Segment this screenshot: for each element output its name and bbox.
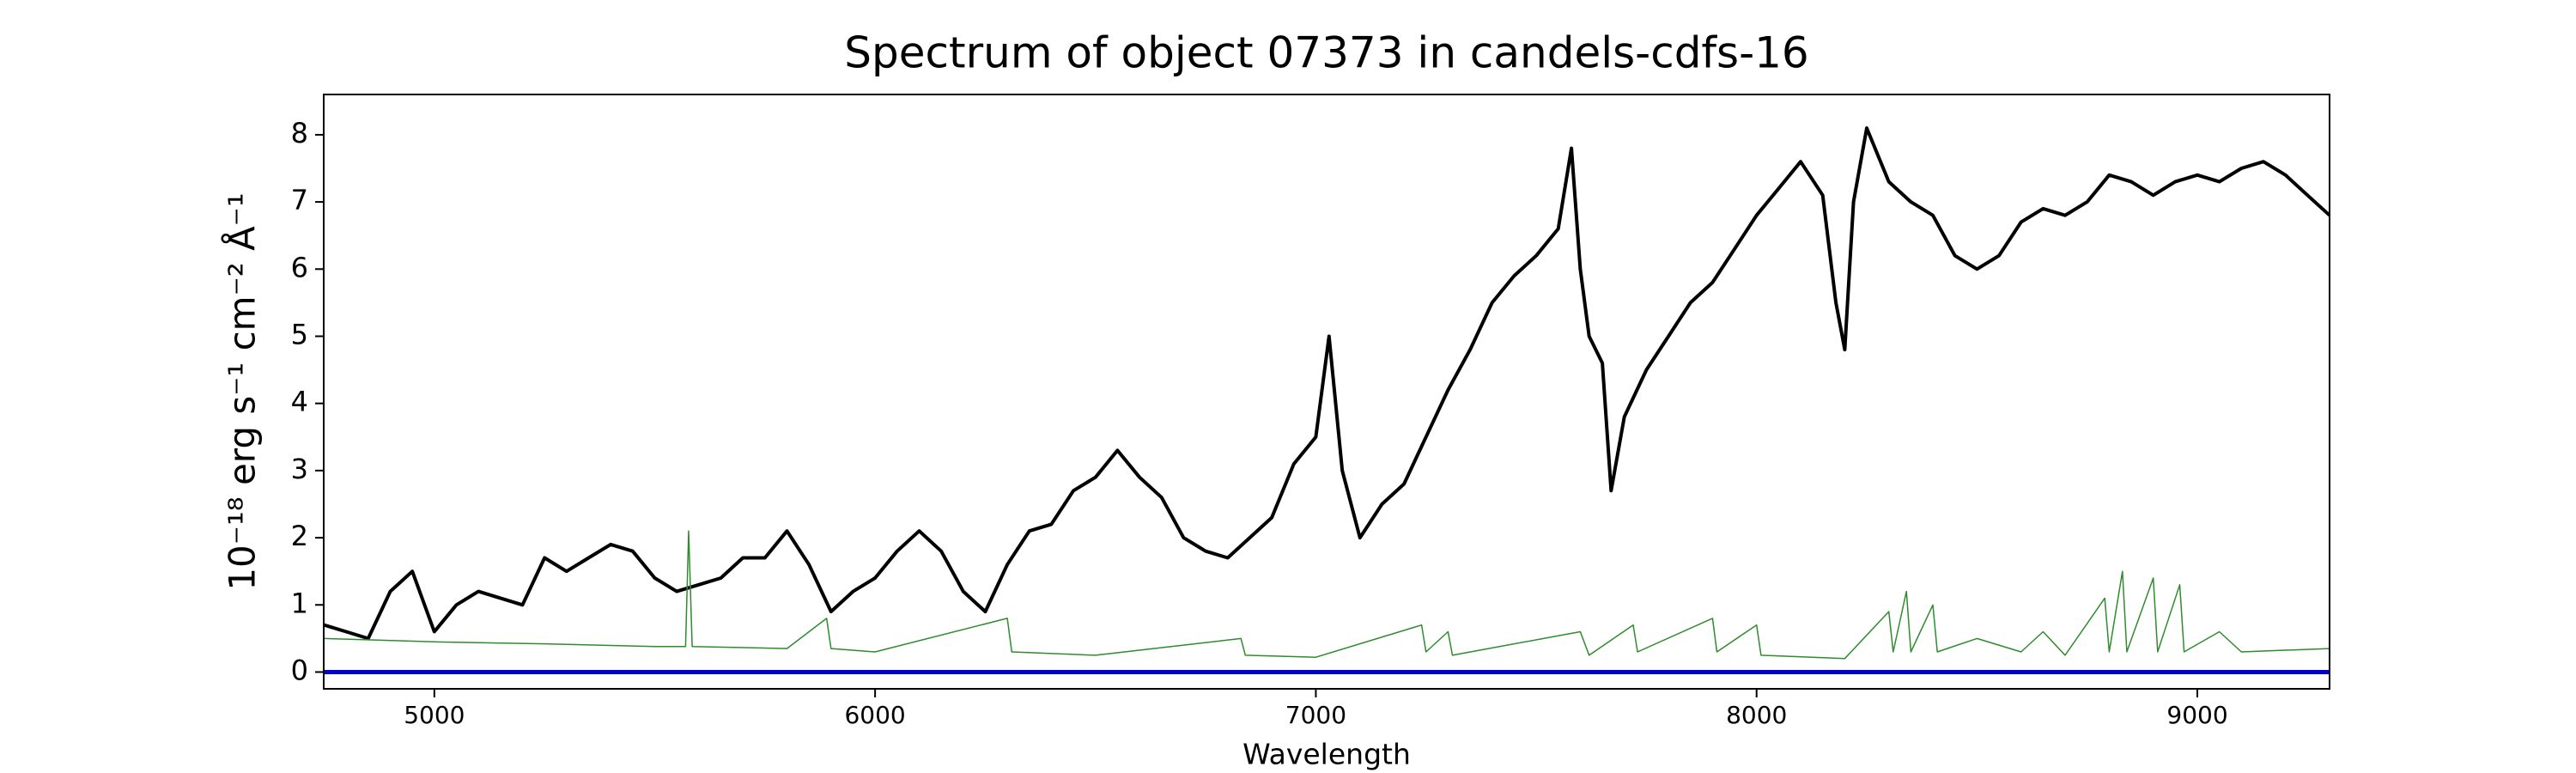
y-tick-label: 7	[291, 184, 308, 216]
y-tick-label: 8	[291, 117, 308, 149]
y-tick-label: 2	[291, 520, 308, 552]
plot-frame	[323, 94, 2330, 690]
y-tick-label: 3	[291, 453, 308, 485]
x-tick-label: 8000	[1726, 701, 1787, 729]
spectrum-line	[324, 530, 2330, 660]
y-tick-label: 5	[291, 318, 308, 350]
y-tick-label: 1	[291, 587, 308, 619]
x-axis-label: Wavelength	[1242, 738, 1411, 771]
y-tick-label: 0	[291, 654, 308, 686]
x-tick-label: 7000	[1285, 701, 1346, 729]
x-tick-label: 9000	[2166, 701, 2227, 729]
y-tick-label: 6	[291, 251, 308, 283]
x-tick-label: 6000	[844, 701, 905, 729]
y-tick-label: 4	[291, 386, 308, 418]
chart-title: Spectrum of object 07373 in candels-cdfs…	[844, 28, 1809, 78]
spectrum-line	[323, 126, 2331, 641]
x-tick-label: 5000	[404, 701, 465, 729]
y-axis-label: 10⁻¹⁸ erg s⁻¹ cm⁻² Å⁻¹	[221, 192, 264, 590]
